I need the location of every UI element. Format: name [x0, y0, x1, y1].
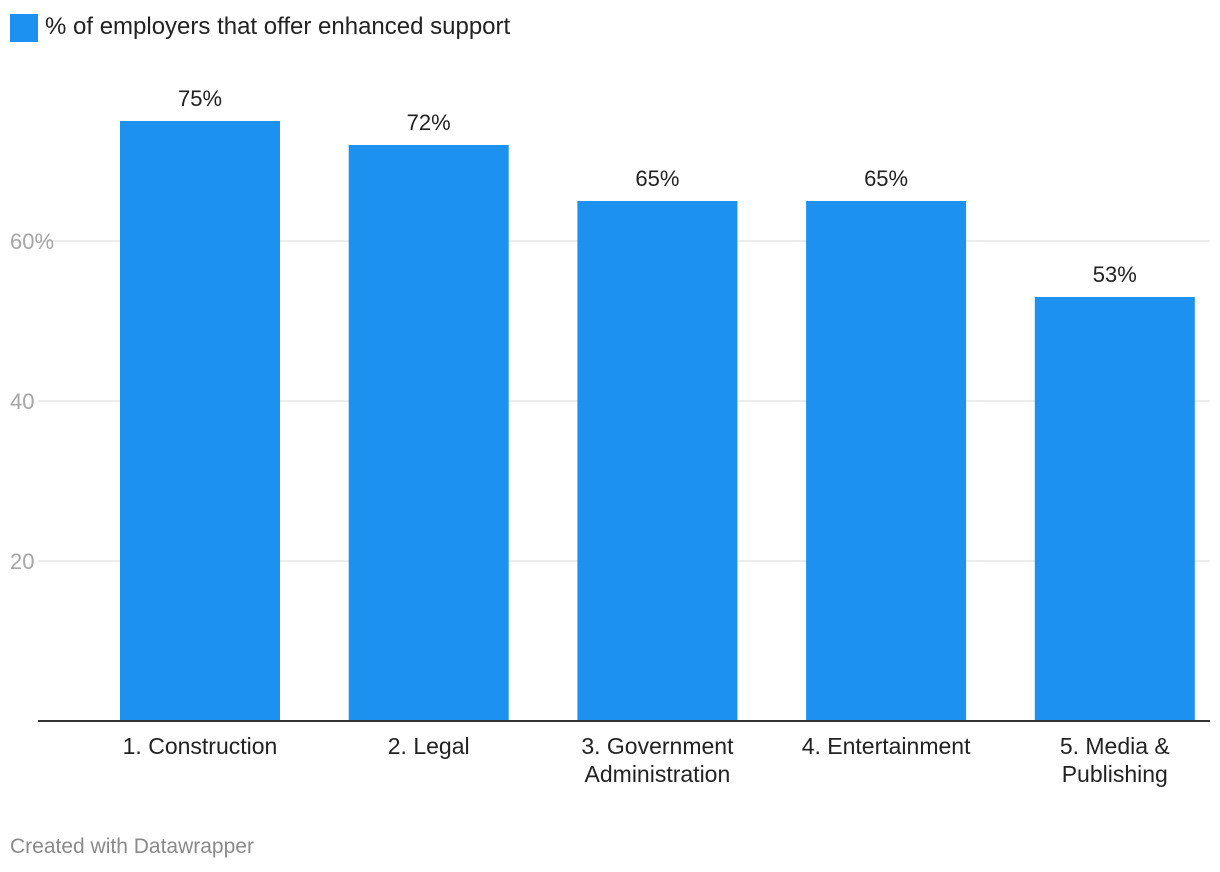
category-label-5-line-1: 5. Media & — [1060, 733, 1170, 759]
y-tick-label-40: 40 — [10, 389, 34, 414]
value-label-2: 72% — [407, 110, 451, 135]
bars — [120, 121, 1195, 721]
value-label-4: 65% — [864, 166, 908, 191]
value-labels: 75% 72% 65% 65% 53% — [178, 86, 1137, 287]
bar-4 — [806, 201, 967, 721]
y-tick-label-20: 20 — [10, 549, 34, 574]
value-label-3: 65% — [635, 166, 679, 191]
y-tick-label-60: 60% — [10, 229, 54, 254]
footer-credit: Created with Datawrapper — [10, 835, 254, 858]
category-label-4: 4. Entertainment — [802, 733, 971, 759]
category-label-3-line-1: 3. Government — [581, 733, 734, 759]
category-label-5-line-2: Publishing — [1062, 761, 1168, 787]
bar-1 — [120, 121, 280, 721]
category-label-2: 2. Legal — [388, 733, 470, 759]
category-labels: 1. Construction 2. Legal 3. GovernmentAdmi… — [123, 733, 1170, 787]
bar-3 — [577, 201, 738, 721]
category-label-1: 1. Construction — [123, 733, 278, 759]
legend: % of employers that offer enhanced suppo… — [10, 13, 511, 42]
bar-5 — [1034, 297, 1195, 721]
value-label-1: 75% — [178, 86, 222, 111]
y-axis-ticks: 20 40 60% — [10, 229, 54, 574]
category-label-3-line-2: Administration — [585, 761, 731, 787]
legend-label: % of employers that offer enhanced suppo… — [45, 13, 511, 40]
legend-swatch — [10, 14, 38, 42]
bar-2 — [348, 145, 509, 721]
value-label-5: 53% — [1093, 262, 1137, 287]
